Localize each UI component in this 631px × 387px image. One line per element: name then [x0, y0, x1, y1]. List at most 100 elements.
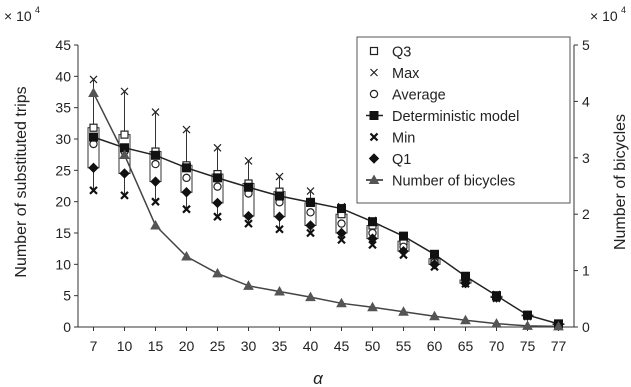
y-left-tick-label: 30 [55, 131, 71, 147]
min-point [151, 197, 160, 206]
deterministic-model-point [182, 163, 191, 173]
deterministic-model-point-shape [213, 173, 222, 183]
number-of-bicycles-point-shape [212, 267, 223, 278]
q3-point [89, 123, 98, 132]
number-of-bicycles-point [336, 297, 347, 308]
deterministic-model-point [368, 217, 377, 227]
q1-point [491, 292, 502, 303]
number-of-bicycles-point-shape [119, 149, 130, 159]
number-of-bicycles-point [88, 87, 99, 97]
q1-point-shape [491, 292, 502, 303]
x-tick-label: 45 [334, 338, 350, 354]
max-point [182, 125, 191, 134]
q1-point [243, 210, 254, 222]
y-axis-right-label: Number of bicycles [612, 114, 629, 250]
deterministic-model-point-shape [368, 217, 377, 227]
number-of-bicycles-point [243, 280, 254, 290]
max-point-shape [182, 125, 191, 134]
deterministic-model-point [275, 191, 284, 201]
number-of-bicycles-point [274, 285, 285, 296]
right-scale-label: × 10 4 [590, 5, 626, 24]
average-point-shape [337, 219, 346, 228]
min-point-shape [151, 197, 160, 206]
number-of-bicycles-point [398, 306, 409, 316]
y-left-tick-label: 45 [55, 37, 71, 53]
number-of-bicycles-point-shape [305, 291, 316, 302]
q1-point [429, 259, 440, 270]
q3-point-shape [89, 123, 98, 132]
legend-marker-q1 [368, 153, 380, 164]
y-right-tick-label: 1 [582, 263, 590, 279]
min-point [120, 191, 129, 200]
q1-point [119, 168, 130, 179]
average-point [213, 182, 222, 191]
x-tick-label: 10 [117, 338, 133, 354]
average-point [151, 159, 160, 169]
x-tick-label: 65 [458, 338, 474, 354]
number-of-bicycles-point [553, 320, 564, 331]
legend-box [356, 36, 571, 204]
legend-marker-number-of-bicycles-shape [368, 174, 380, 184]
min-point-shape [337, 235, 346, 245]
x-tick-label: 30 [241, 338, 257, 354]
q3-point-shape [120, 130, 129, 139]
left-scale-label: × 10 4 [4, 5, 40, 24]
average-point-shape [306, 208, 315, 217]
q1-point [398, 245, 409, 257]
x-tick-label: 7 [90, 338, 98, 354]
x-tick-label: 75 [520, 338, 536, 354]
min-point [275, 224, 284, 234]
x-tick-label: 70 [489, 338, 505, 354]
q1-point-shape [398, 245, 409, 257]
right-scale-exponent: 4 [621, 5, 626, 15]
deterministic-model-point-shape [306, 197, 315, 207]
deterministic-model-point [306, 197, 315, 207]
y-right-tick-label: 2 [582, 206, 590, 222]
x-axis-label: α [313, 369, 324, 387]
legend-marker-deterministic-model-shape [369, 111, 379, 120]
max-point [306, 187, 315, 195]
q1-point-shape [336, 227, 347, 239]
q1-point-shape [522, 310, 533, 321]
number-of-bicycles-point [429, 310, 440, 321]
q1-point [367, 233, 378, 244]
max-point-shape [151, 108, 160, 116]
legend-marker-max-shape [370, 68, 378, 77]
min-point [306, 228, 315, 238]
average-point [182, 173, 191, 183]
deterministic-model-point-shape [89, 132, 98, 142]
number-of-bicycles-point-shape [460, 314, 471, 325]
q1-point [181, 187, 192, 198]
legend-marker-max [370, 68, 378, 77]
max-point-shape [244, 157, 253, 165]
max-point-shape [120, 87, 129, 96]
number-of-bicycles-point-shape [491, 318, 502, 328]
y-left-tick-label: 10 [55, 256, 71, 272]
deterministic-model-point [430, 249, 439, 259]
legend-marker-q3 [369, 46, 379, 56]
max-point [244, 157, 253, 165]
q1-point [522, 310, 533, 321]
legend-marker-q1-shape [368, 153, 380, 164]
q1-point-shape [212, 197, 223, 209]
y-left-tick-label: 25 [55, 162, 71, 178]
legend-marker-average-shape [369, 89, 379, 99]
q3-point [120, 130, 129, 139]
deterministic-model-point-shape [244, 182, 253, 192]
left-scale-multiplier: × 10 [4, 8, 32, 24]
min-point-shape [306, 228, 315, 238]
min-point-shape [275, 224, 284, 234]
left-scale-exponent: 4 [35, 5, 40, 15]
legend-marker-deterministic-model [369, 111, 379, 120]
q1-point [460, 277, 471, 289]
number-of-bicycles-point-shape [243, 280, 254, 290]
deterministic-model-point [399, 231, 408, 241]
min-point-shape [120, 191, 129, 200]
x-tick-label: 25 [210, 338, 226, 354]
deterministic-model-point [213, 173, 222, 183]
q1-point-shape [429, 259, 440, 270]
min-point [368, 240, 377, 250]
min-point-shape [182, 204, 191, 214]
min-point [182, 204, 191, 214]
x-tick-label: 20 [179, 338, 195, 354]
